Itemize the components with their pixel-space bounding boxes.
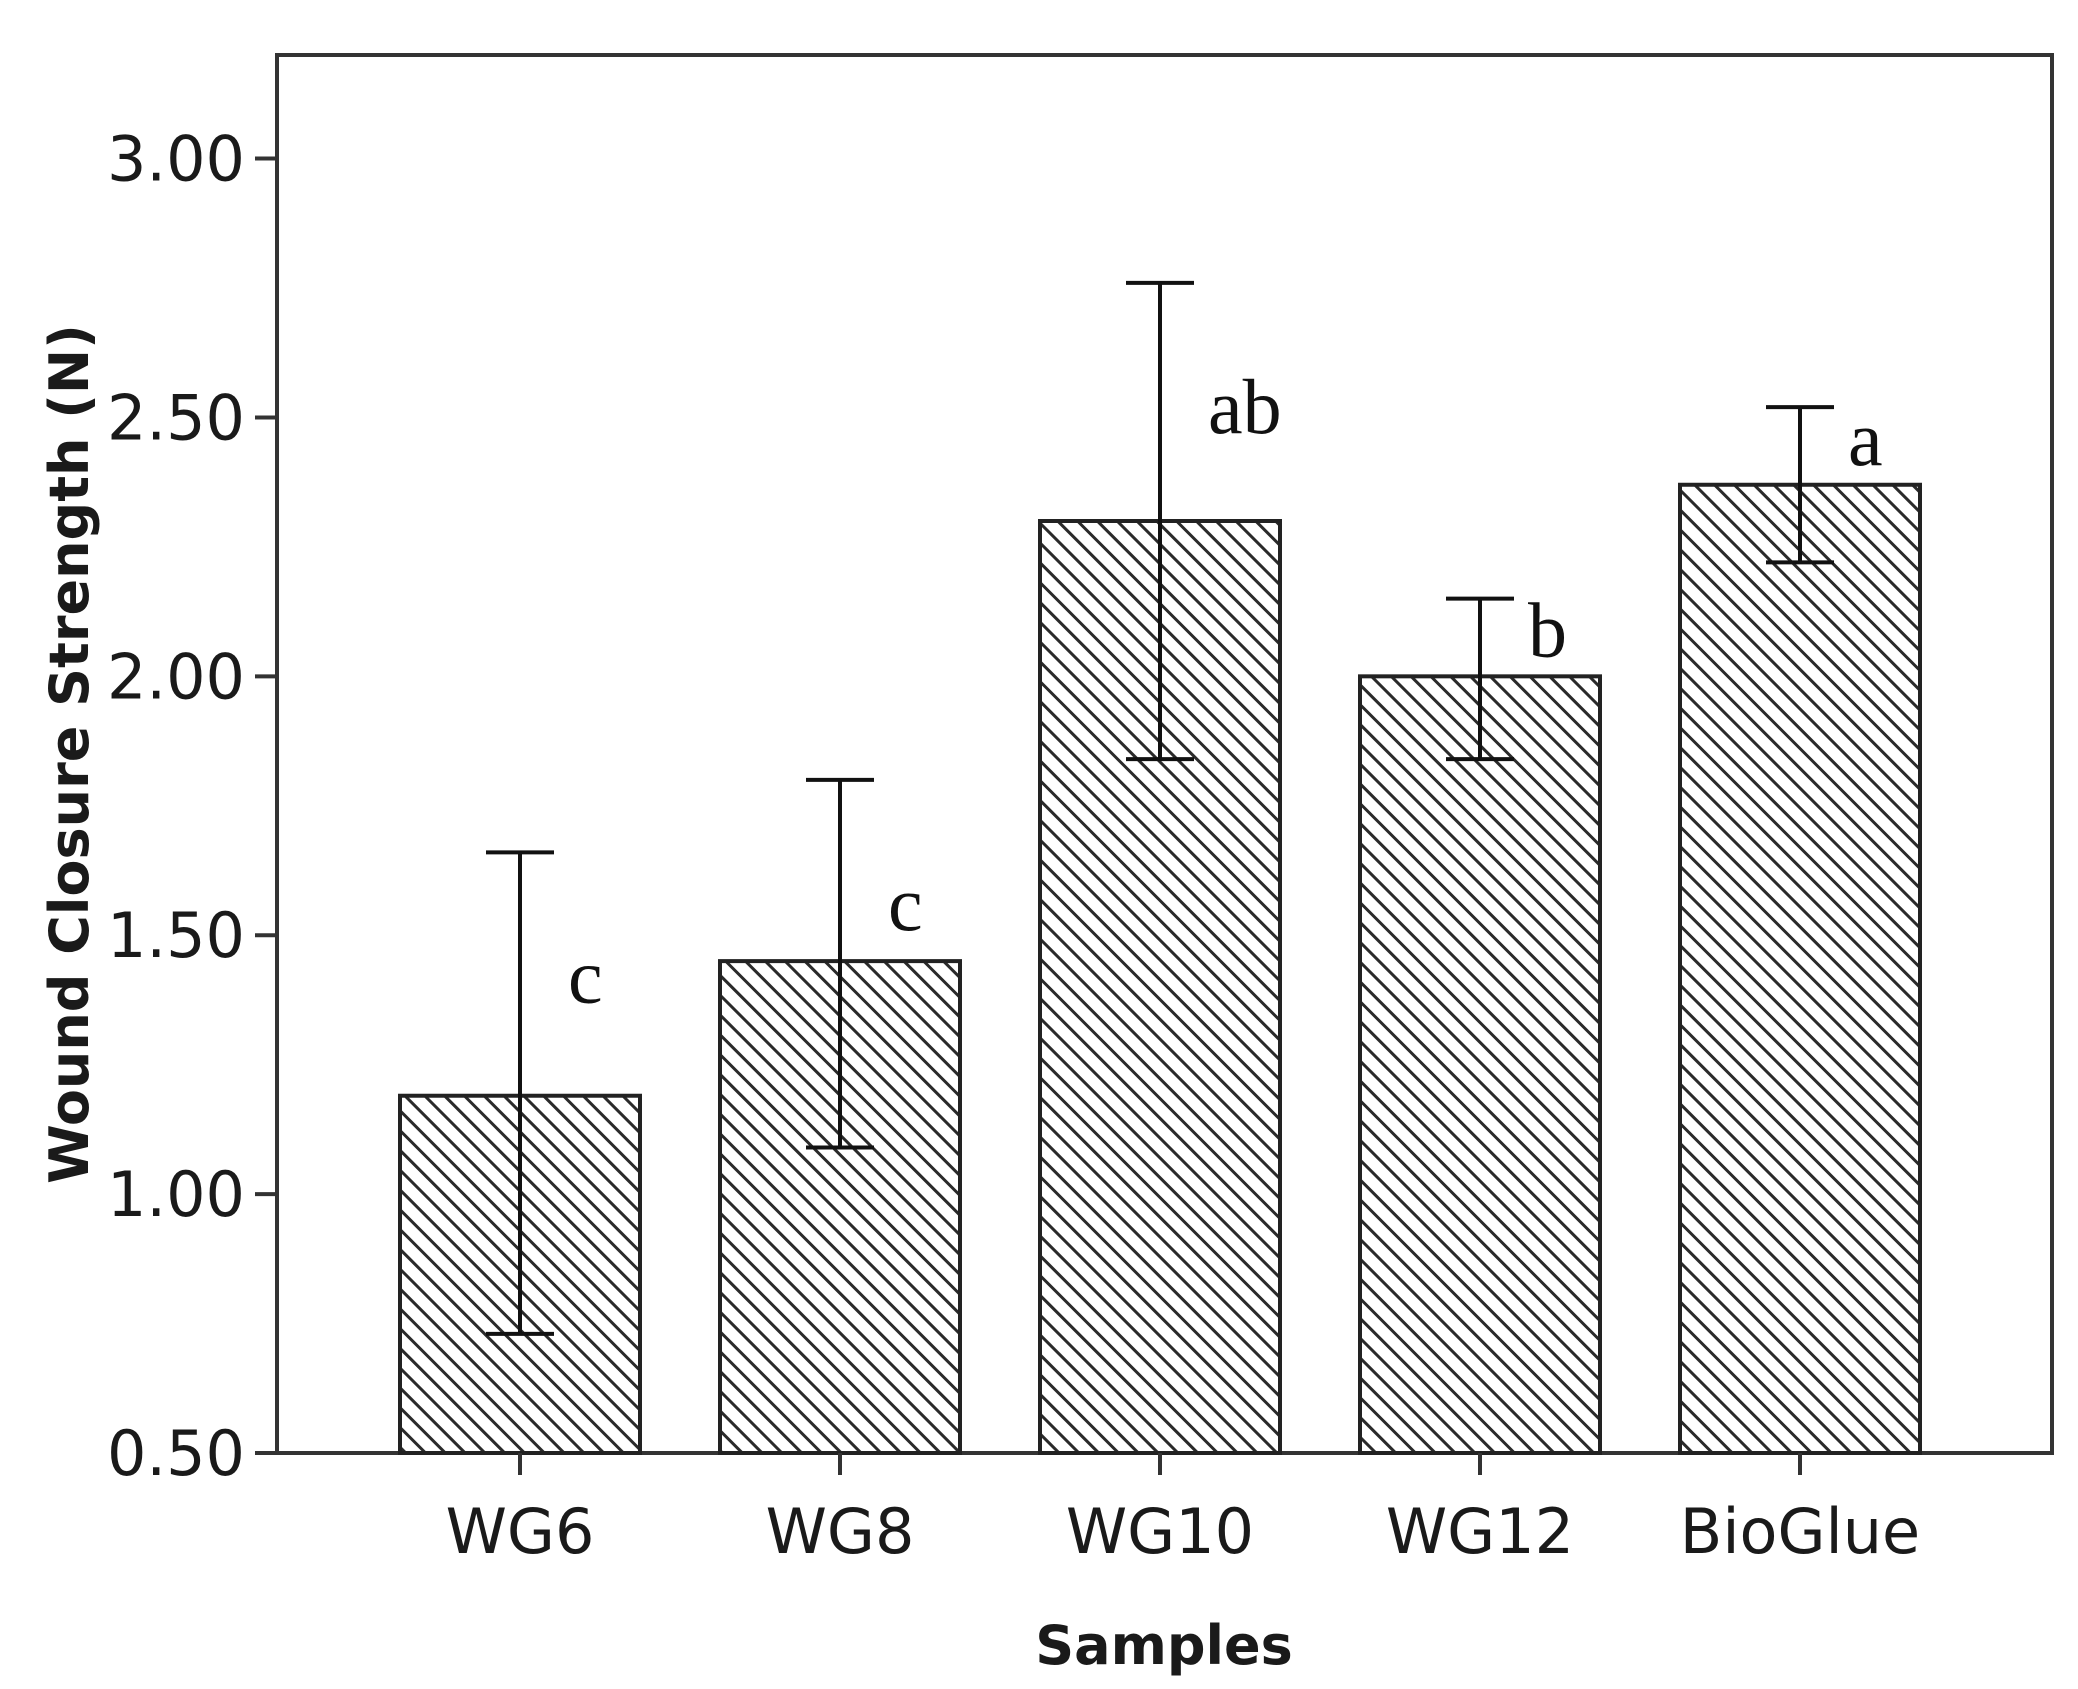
x-tick-label-bioglue: BioGlue	[1680, 1495, 1920, 1568]
x-axis: WG6 WG8 WG10 WG12 BioGlue	[446, 1453, 1920, 1568]
bar-wg12	[1358, 674, 1602, 1455]
error-bars-group	[486, 280, 1834, 1336]
y-tick-label: 0.50	[107, 1417, 245, 1490]
y-axis-title: Wound Closure Strength (N)	[38, 324, 101, 1184]
significance-label-wg6: c	[568, 932, 603, 1019]
x-tick-label-wg6: WG6	[446, 1495, 595, 1568]
significance-labels-group: c c ab b a	[568, 363, 1883, 1020]
significance-label-wg8: c	[888, 860, 923, 947]
x-axis-title: Samples	[1035, 1614, 1293, 1677]
significance-label-wg10: ab	[1208, 363, 1282, 450]
y-tick-label: 1.00	[107, 1158, 245, 1231]
x-tick-label-wg12: WG12	[1386, 1495, 1574, 1568]
y-tick-label: 2.50	[107, 381, 245, 454]
bar-bioglue	[1678, 482, 1922, 1455]
y-tick-label: 1.50	[107, 899, 245, 972]
x-tick-label-wg8: WG8	[766, 1495, 915, 1568]
y-axis: 0.50 1.00 1.50 2.00 2.50 3.00	[107, 123, 277, 1490]
y-tick-label: 2.00	[107, 640, 245, 713]
y-tick-label: 3.00	[107, 123, 245, 196]
significance-label-bioglue: a	[1848, 395, 1883, 482]
x-tick-label-wg10: WG10	[1066, 1495, 1254, 1568]
significance-label-wg12: b	[1528, 586, 1567, 673]
